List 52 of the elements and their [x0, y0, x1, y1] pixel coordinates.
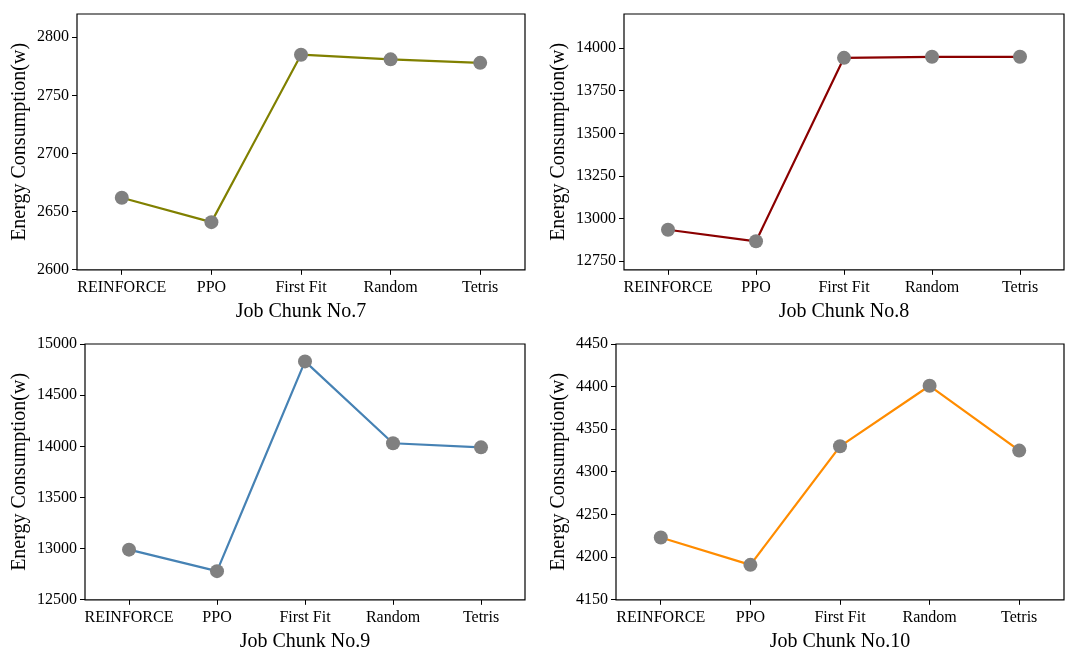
x-tick-label: Tetris — [462, 607, 500, 625]
y-tick-label: 13250 — [576, 166, 616, 184]
x-tick-label: Random — [902, 607, 958, 625]
x-tick-label: PPO — [735, 607, 766, 625]
y-tick-label: 13500 — [37, 487, 77, 505]
x-tick-label: First Fit — [279, 607, 332, 625]
x-tick-label: Random — [904, 277, 960, 295]
y-tick-label: 14000 — [576, 38, 616, 56]
x-tick-label: REINFORCE — [616, 607, 706, 625]
x-tick-label: REINFORCE — [77, 277, 167, 295]
y-tick-label: 4250 — [576, 504, 608, 522]
y-tick-label: 13500 — [576, 123, 616, 141]
y-axis-title: Energy Consumption(w) — [546, 42, 570, 241]
x-tick-label: Tetris — [1001, 277, 1039, 295]
y-tick-label: 2650 — [37, 201, 69, 219]
x-tick-label: First Fit — [814, 607, 867, 625]
y-axis-title: Energy Consumption(w) — [7, 372, 31, 571]
y-tick-label: 4200 — [576, 547, 608, 565]
x-tick-label: Tetris — [462, 277, 499, 295]
x-tick-label: REINFORCE — [623, 277, 713, 295]
x-tick-label: Random — [363, 277, 419, 295]
y-tick-label: 4450 — [576, 334, 608, 352]
y-tick-label: 4300 — [576, 462, 608, 480]
y-tick-label: 2700 — [37, 143, 69, 161]
y-tick-label: 14000 — [37, 436, 77, 454]
y-tick-label: 15000 — [37, 334, 77, 352]
x-axis-title: Job Chunk No.8 — [778, 299, 910, 322]
y-tick-label: 13000 — [37, 538, 77, 556]
x-axis-title: Job Chunk No.10 — [769, 629, 911, 652]
x-axis-title: Job Chunk No.7 — [235, 299, 367, 322]
x-tick-label: PPO — [196, 277, 227, 295]
y-tick-label: 13750 — [576, 80, 616, 98]
x-tick-label: First Fit — [275, 277, 328, 295]
y-tick-label: 13000 — [576, 208, 616, 226]
y-axis-title: Energy Consumption(w) — [546, 372, 570, 571]
y-tick-label: 12500 — [37, 590, 77, 607]
x-tick-label: First Fit — [818, 277, 871, 295]
y-tick-label: 12750 — [576, 251, 616, 269]
x-axis-title: Job Chunk No.9 — [239, 629, 371, 652]
y-tick-label: 4400 — [576, 376, 608, 394]
x-tick-label: Tetris — [1001, 607, 1038, 625]
x-tick-label: Random — [365, 607, 421, 625]
x-tick-label: PPO — [741, 277, 771, 295]
y-tick-label: 2600 — [37, 260, 69, 277]
y-tick-label: 4150 — [576, 590, 608, 607]
y-axis-title: Energy Consumption(w) — [7, 42, 31, 241]
y-tick-label: 2750 — [37, 85, 69, 103]
y-tick-label: 2800 — [37, 27, 69, 45]
x-tick-label: REINFORCE — [84, 607, 174, 625]
y-tick-label: 4350 — [576, 419, 608, 437]
y-tick-label: 14500 — [37, 385, 77, 403]
x-tick-label: PPO — [202, 607, 232, 625]
